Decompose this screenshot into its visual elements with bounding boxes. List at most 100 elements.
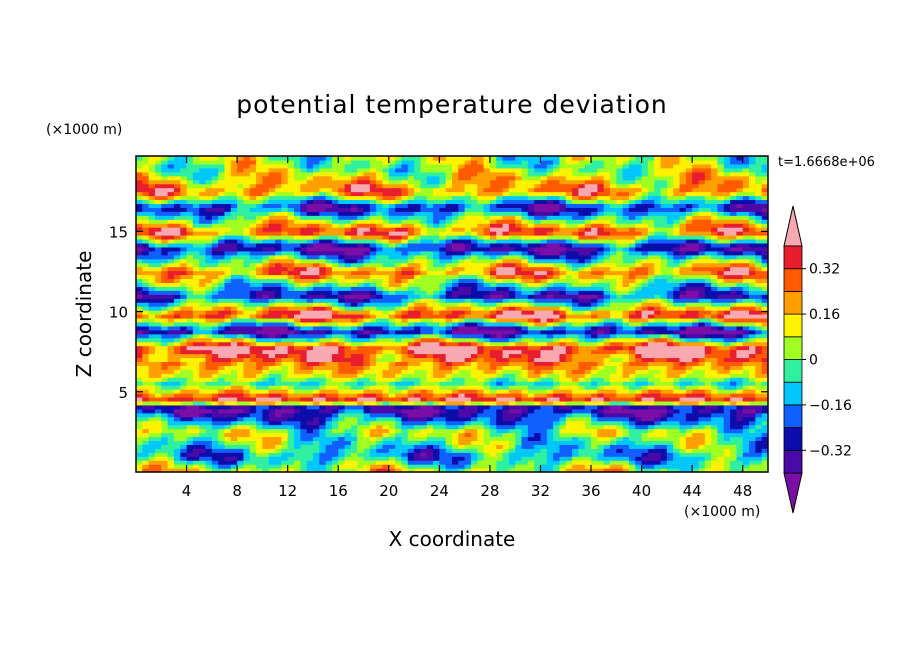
field-cell bbox=[572, 290, 579, 295]
field-cell bbox=[616, 321, 624, 327]
field-cell bbox=[243, 357, 251, 362]
field-cell bbox=[420, 460, 428, 465]
field-cell bbox=[610, 369, 617, 374]
field-cell bbox=[559, 452, 567, 457]
field-cell bbox=[641, 464, 649, 469]
field-cell bbox=[584, 381, 592, 386]
field-cell bbox=[749, 337, 756, 343]
field-cell bbox=[641, 408, 649, 414]
field-cell bbox=[142, 400, 150, 406]
field-cell bbox=[730, 373, 737, 378]
field-cell bbox=[300, 440, 308, 445]
field-cell bbox=[142, 325, 150, 331]
field-cell bbox=[673, 448, 681, 453]
field-cell bbox=[730, 329, 737, 335]
field-cell bbox=[275, 448, 282, 453]
field-cell bbox=[622, 333, 630, 339]
field-cell bbox=[616, 428, 624, 434]
field-cell bbox=[262, 460, 270, 465]
field-cell bbox=[161, 333, 169, 339]
field-cell bbox=[749, 278, 756, 283]
field-cell bbox=[300, 294, 308, 299]
field-cell bbox=[540, 440, 548, 445]
field-cell bbox=[761, 412, 768, 418]
field-cell bbox=[205, 294, 213, 299]
field-cell bbox=[218, 381, 226, 386]
field-cell bbox=[692, 278, 700, 283]
field-cell bbox=[312, 373, 320, 378]
field-cell bbox=[148, 377, 156, 382]
field-cell bbox=[515, 353, 523, 359]
field-cell bbox=[685, 341, 693, 347]
field-cell bbox=[515, 464, 523, 469]
field-cell bbox=[628, 310, 636, 315]
field-cell bbox=[401, 290, 409, 295]
field-cell bbox=[654, 468, 662, 472]
field-cell bbox=[243, 298, 251, 303]
field-cell bbox=[167, 278, 175, 283]
field-cell bbox=[186, 365, 194, 370]
field-cell bbox=[711, 436, 719, 441]
field-cell bbox=[407, 317, 415, 323]
field-cell bbox=[287, 337, 295, 343]
field-cell bbox=[363, 298, 371, 303]
field-cell bbox=[521, 274, 529, 280]
field-cell bbox=[452, 444, 459, 449]
field-cell bbox=[407, 416, 415, 422]
field-cell bbox=[685, 416, 693, 422]
field-cell bbox=[717, 294, 725, 299]
field-cell bbox=[628, 321, 636, 327]
field-cell bbox=[635, 444, 643, 449]
field-cell bbox=[723, 314, 731, 319]
field-cell bbox=[610, 278, 617, 283]
field-cell bbox=[749, 373, 756, 378]
field-cell bbox=[508, 385, 516, 390]
field-cell bbox=[287, 357, 295, 362]
field-cell bbox=[344, 365, 352, 370]
field-cell bbox=[312, 464, 320, 469]
field-cell bbox=[502, 369, 510, 374]
field-cell bbox=[704, 381, 712, 386]
field-cell bbox=[717, 400, 725, 406]
field-cell bbox=[300, 460, 308, 465]
field-cell bbox=[331, 298, 339, 303]
field-cell bbox=[742, 432, 750, 438]
field-cell bbox=[540, 420, 548, 426]
field-cell bbox=[186, 456, 194, 461]
field-cell bbox=[685, 302, 693, 307]
field-cell bbox=[673, 432, 681, 438]
field-cell bbox=[230, 436, 238, 441]
field-cell bbox=[679, 306, 687, 311]
field-cell bbox=[287, 452, 295, 457]
field-cell bbox=[268, 333, 276, 339]
field-cell bbox=[211, 329, 219, 335]
field-cell bbox=[192, 373, 200, 378]
field-cell bbox=[761, 314, 768, 319]
field-cell bbox=[230, 373, 238, 378]
field-cell bbox=[376, 306, 384, 311]
field-cell bbox=[294, 274, 301, 280]
field-cell bbox=[420, 377, 428, 382]
field-cell bbox=[142, 361, 150, 366]
field-cell bbox=[534, 404, 542, 410]
field-cell bbox=[578, 353, 586, 359]
field-cell bbox=[395, 353, 403, 359]
field-cell bbox=[527, 294, 535, 299]
field-cell bbox=[654, 365, 662, 370]
field-cell bbox=[654, 436, 662, 441]
field-cell bbox=[325, 468, 333, 472]
field-cell bbox=[654, 404, 662, 410]
field-cell bbox=[730, 337, 737, 343]
field-cell bbox=[357, 456, 365, 461]
field-cell bbox=[287, 416, 295, 422]
field-cell bbox=[167, 408, 175, 414]
field-cell bbox=[685, 286, 693, 291]
field-cell bbox=[369, 408, 377, 414]
field-cell bbox=[363, 369, 371, 374]
field-cell bbox=[508, 464, 516, 469]
field-cell bbox=[344, 278, 352, 283]
field-cell bbox=[237, 306, 245, 311]
field-cell bbox=[142, 317, 150, 323]
field-cell bbox=[635, 321, 643, 327]
field-cell bbox=[736, 361, 744, 366]
